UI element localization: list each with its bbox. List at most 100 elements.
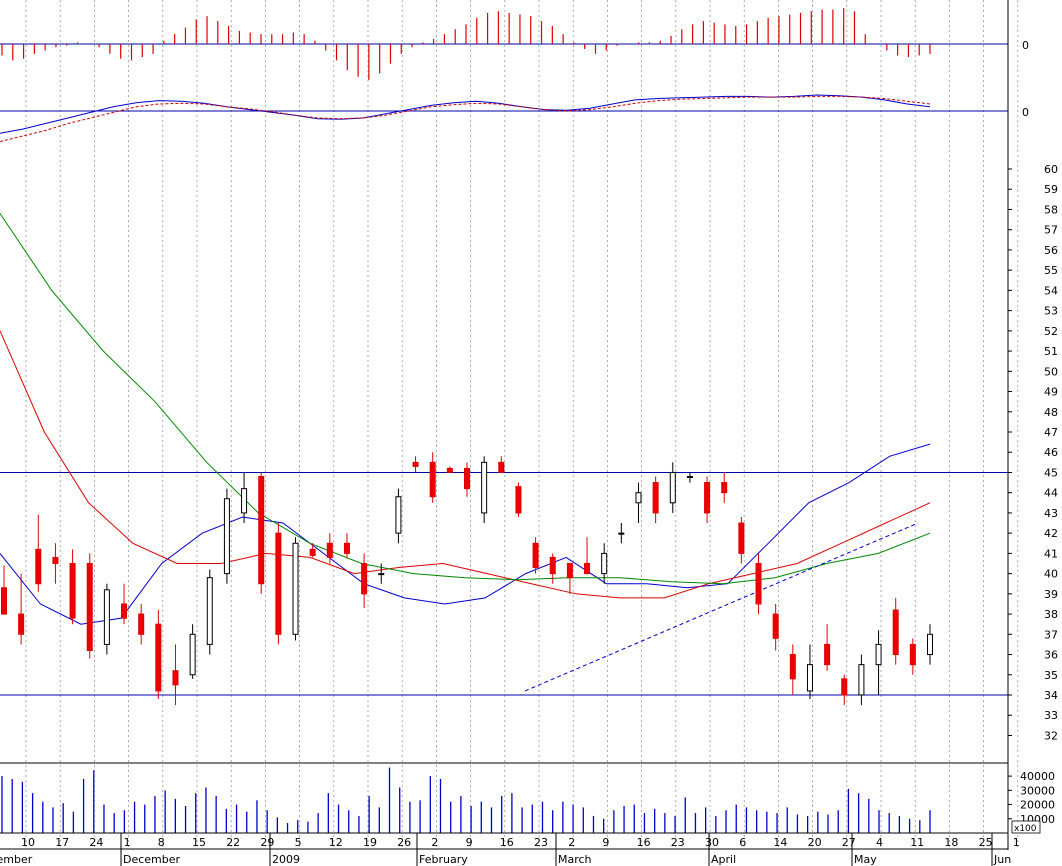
price-tick-label-36: 36: [1044, 649, 1058, 662]
price-tick-label-37: 37: [1044, 628, 1058, 641]
volume-unit-box: [1011, 820, 1041, 834]
candle-39: [669, 462, 676, 513]
price-tick-label-42: 42: [1044, 527, 1058, 540]
price-tick-label-53: 53: [1044, 305, 1058, 318]
candle-18: [309, 543, 316, 558]
x-tick-label-24: 27: [842, 836, 856, 849]
candle-body-51: [875, 643, 882, 666]
candle-body-22: [378, 573, 385, 576]
candle-17: [292, 537, 299, 641]
candle-body-28: [481, 461, 488, 514]
candle-body-24: [412, 461, 419, 467]
candle-body-6: [103, 589, 110, 645]
candle-body-27: [464, 467, 470, 490]
candle-body-54: [927, 633, 933, 656]
candle-0: [1, 565, 7, 615]
x-tick-label-28: 25: [979, 836, 993, 849]
price-tick-label-60: 60: [1044, 163, 1058, 176]
candle-47: [806, 644, 813, 700]
candle-body-0: [1, 587, 7, 615]
volume-unit-label: x100: [1014, 824, 1037, 834]
candle-13: [223, 488, 230, 584]
x-tick-label-21: 6: [739, 836, 746, 849]
candle-48: [824, 624, 831, 671]
macd-series-1: [0, 95, 931, 143]
price-tick-label-58: 58: [1044, 203, 1058, 216]
candle-body-38: [652, 482, 659, 514]
price-tick-label-54: 54: [1044, 284, 1058, 297]
x-tick-label-17: 9: [602, 836, 609, 849]
candle-body-18: [309, 548, 316, 556]
candle-body-37: [635, 492, 642, 504]
candle-29: [498, 456, 505, 473]
price-tick-label-39: 39: [1044, 588, 1058, 601]
candle-35: [601, 543, 608, 584]
candle-11: [189, 624, 196, 679]
price-tick-label-45: 45: [1044, 466, 1058, 479]
candle-body-46: [789, 654, 796, 680]
x-tick-label-15: 23: [534, 836, 548, 849]
price-tick-label-33: 33: [1044, 709, 1058, 722]
candle-body-29: [498, 461, 505, 473]
vertical-gridlines: [25, 0, 1019, 848]
price-panel: [0, 213, 1008, 706]
axes: [0, 0, 1012, 866]
price-tick-label-38: 38: [1044, 608, 1058, 621]
candle-28: [481, 456, 488, 524]
x-tick-label-16: 2: [568, 836, 575, 849]
candle-54: [927, 624, 933, 665]
month-label-1: December: [123, 853, 181, 866]
candle-body-17: [292, 542, 299, 635]
candle-2: [35, 514, 42, 592]
x-tick-label-1: 17: [55, 836, 69, 849]
x-tick-label-0: 10: [21, 836, 35, 849]
price-tick-label-43: 43: [1044, 507, 1058, 520]
candle-1: [18, 573, 25, 645]
volume-tick-label-20000: 20000: [1020, 799, 1055, 812]
price-tick-label-41: 41: [1044, 547, 1058, 560]
moving-average-1: [0, 330, 931, 599]
candle-body-31: [532, 542, 539, 569]
candle-body-13: [223, 498, 230, 575]
candle-45: [772, 603, 779, 651]
candle-body-50: [858, 664, 865, 696]
candle-53: [909, 638, 916, 675]
x-tick-label-7: 29: [260, 836, 274, 849]
x-tick-label-3: 1: [124, 836, 131, 849]
x-tick-label-6: 22: [226, 836, 240, 849]
candle-7: [121, 583, 128, 625]
candle-body-33: [566, 563, 573, 579]
macd-zero-label: 0: [1022, 106, 1029, 119]
candle-body-35: [601, 552, 608, 575]
moving-average-2: [0, 213, 931, 585]
candle-41: [704, 476, 711, 524]
x-tick-label-18: 16: [637, 836, 651, 849]
month-label-0: vember: [0, 853, 33, 866]
month-label-4: March: [558, 853, 592, 866]
price-tick-label-55: 55: [1044, 264, 1058, 277]
candle-10: [172, 644, 179, 706]
support-trendline: [524, 522, 919, 692]
candle-body-32: [549, 556, 556, 575]
candle-body-41: [704, 482, 711, 514]
macd-series-0: [0, 94, 931, 134]
candle-body-4: [69, 563, 76, 619]
month-label-7: Jun: [993, 853, 1011, 866]
volume-tick-label-40000: 40000: [1020, 770, 1055, 783]
candle-body-30: [515, 486, 522, 514]
price-tick-label-32: 32: [1044, 729, 1058, 742]
x-tick-label-10: 19: [363, 836, 377, 849]
candle-3: [52, 543, 59, 584]
month-label-5: April: [711, 853, 736, 866]
month-label-2: 2009: [272, 853, 300, 866]
candle-body-23: [395, 496, 402, 534]
price-tick-label-56: 56: [1044, 244, 1058, 257]
candle-body-11: [189, 633, 196, 676]
x-tick-label-19: 23: [671, 836, 685, 849]
candle-49: [841, 674, 848, 706]
price-tick-label-59: 59: [1044, 183, 1058, 196]
candle-31: [532, 537, 539, 574]
x-tick-label-4: 8: [158, 836, 165, 849]
candle-body-45: [772, 613, 779, 639]
